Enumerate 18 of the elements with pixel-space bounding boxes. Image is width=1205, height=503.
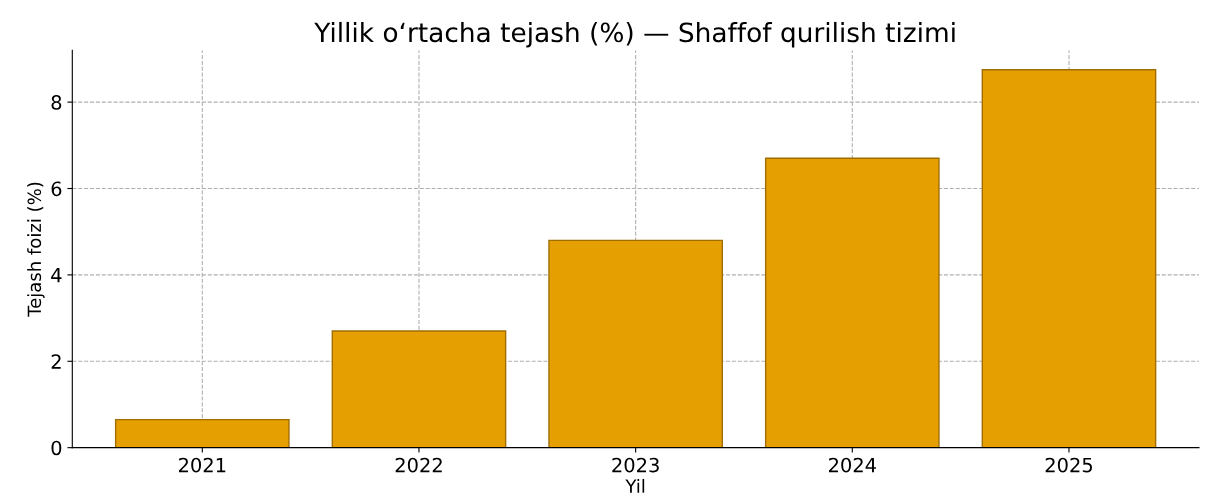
- y-tick-label: 8: [51, 95, 62, 110]
- x-tick-label: 2021: [178, 457, 226, 473]
- x-axis-title: Yil: [625, 478, 645, 493]
- bar: [981, 69, 1157, 448]
- x-tick-label: 2022: [395, 457, 442, 473]
- y-tick-label: 6: [51, 181, 62, 197]
- x-tick-label: 2024: [828, 457, 876, 473]
- bar: [764, 157, 940, 448]
- bar: [114, 418, 290, 448]
- y-tick-label: 2: [51, 354, 61, 369]
- x-tick-label: 2023: [612, 457, 659, 473]
- x-tick-label: 2025: [1045, 457, 1093, 473]
- y-tick-label: 4: [51, 268, 62, 283]
- y-axis-title: Tejash foizi (%): [27, 182, 45, 317]
- chart-title: Yillik o‘rtacha tejash (%) — Shaffof qurilish tizimi: [314, 21, 955, 48]
- bar: [548, 239, 723, 448]
- y-tick-label: 0: [51, 440, 62, 456]
- bar: [331, 330, 507, 448]
